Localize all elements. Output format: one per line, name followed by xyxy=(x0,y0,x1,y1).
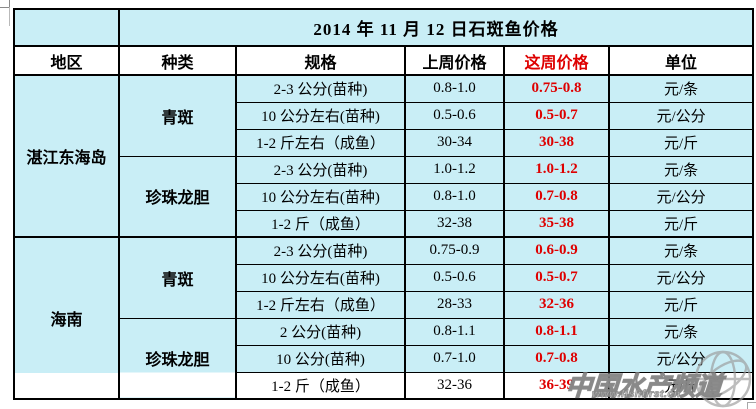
table-row: 海南 青斑 2-3 公分(苗种) 0.75-0.9 0.6-0.9 元/条 xyxy=(13,236,755,400)
this-week-price-cell: 0.7-0.8 xyxy=(503,344,610,373)
table-row: 1-2 斤（成鱼） 32-36 36-39 元/斤 xyxy=(14,371,755,400)
last-week-price-cell: 0.75-0.9 xyxy=(404,236,505,265)
unit-cell: 元/条 xyxy=(607,236,755,265)
unit-cell: 元/条 xyxy=(607,155,755,184)
title-row: 2014 年 11 月 12 日石斑鱼价格 xyxy=(13,8,755,47)
column-header-last-week: 上周价格 xyxy=(404,45,505,76)
table-row: 1-2 斤左右（成鱼） 28-33 32-36 元/斤 xyxy=(14,290,755,319)
corner-empty-cell xyxy=(13,8,120,47)
last-week-price-cell: 0.5-0.6 xyxy=(404,263,505,292)
column-header-species: 种类 xyxy=(118,45,237,76)
this-week-price-cell: 36-39 xyxy=(503,371,610,400)
table-header-row: 地区 种类 规格 上周价格 这周价格 单位 xyxy=(13,45,755,76)
unit-cell: 元/斤 xyxy=(607,128,755,157)
last-week-price-cell: 0.8-1.0 xyxy=(404,182,505,211)
spec-cell: 2 公分(苗种) xyxy=(235,317,406,346)
spec-cell: 1-2 斤（成鱼） xyxy=(235,371,406,400)
unit-cell: 元/斤 xyxy=(607,371,755,400)
table-row: 珍珠龙胆 2 公分(苗种) 0.8-1.1 0.8-1.1 元/条 xyxy=(14,317,755,400)
unit-cell: 元/公分 xyxy=(607,182,755,211)
species-cell: 珍珠龙胆 xyxy=(118,155,237,238)
unit-cell: 元/斤 xyxy=(607,290,755,319)
this-week-price-cell: 32-36 xyxy=(503,290,610,319)
spreadsheet-edge-line xyxy=(9,7,10,26)
this-week-price-cell: 0.8-1.1 xyxy=(503,317,610,346)
last-week-price-cell: 0.8-1.1 xyxy=(404,317,505,346)
this-week-price-cell: 0.5-0.7 xyxy=(503,263,610,292)
spec-cell: 2-3 公分(苗种) xyxy=(235,236,406,265)
unit-cell: 元/斤 xyxy=(607,209,755,238)
last-week-price-cell: 0.8-1.0 xyxy=(404,74,505,103)
column-header-spec: 规格 xyxy=(235,45,406,76)
bottom-right-corner-artifact xyxy=(747,402,748,409)
region-cell: 湛江东海岛 xyxy=(13,74,120,238)
spec-cell: 2-3 公分(苗种) xyxy=(235,155,406,184)
unit-cell: 元/公分 xyxy=(607,344,755,373)
last-week-price-cell: 32-36 xyxy=(404,371,505,400)
table-row: 10 公分左右(苗种) 0.5-0.6 0.5-0.7 元/公分 xyxy=(14,263,755,292)
table-row: 1-2 斤（成鱼） 32-38 35-38 元/斤 xyxy=(14,209,755,238)
last-week-price-cell: 30-34 xyxy=(404,128,505,157)
spec-cell: 2-3 公分(苗种) xyxy=(235,74,406,103)
spec-cell: 10 公分左右(苗种) xyxy=(235,263,406,292)
species-cell: 青斑 xyxy=(118,74,237,157)
last-week-price-cell: 32-38 xyxy=(404,209,505,238)
spec-cell: 10 公分左右(苗种) xyxy=(235,101,406,130)
this-week-price-cell: 0.7-0.8 xyxy=(503,182,610,211)
last-week-price-cell: 1.0-1.2 xyxy=(404,155,505,184)
species-cell: 珍珠龙胆 xyxy=(118,317,237,400)
spec-cell: 10 公分左右(苗种) xyxy=(235,182,406,211)
price-table: 2014 年 11 月 12 日石斑鱼价格 地区 种类 规格 上周价格 这周价格… xyxy=(13,8,755,400)
spec-cell: 1-2 斤左右（成鱼） xyxy=(235,290,406,319)
this-week-price-cell: 30-38 xyxy=(503,128,610,157)
column-header-unit: 单位 xyxy=(607,45,755,76)
unit-cell: 元/公分 xyxy=(607,101,755,130)
last-week-price-cell: 0.5-0.6 xyxy=(404,101,505,130)
spec-cell: 10 公分(苗种) xyxy=(235,344,406,373)
species-cell: 青斑 xyxy=(118,236,237,319)
column-header-this-week: 这周价格 xyxy=(503,45,610,76)
region-cell: 海南 xyxy=(13,236,120,400)
last-week-price-cell: 0.7-1.0 xyxy=(404,344,505,373)
this-week-price-cell: 0.5-0.7 xyxy=(503,101,610,130)
last-week-price-cell: 28-33 xyxy=(404,290,505,319)
column-header-region: 地区 xyxy=(13,45,120,76)
spec-cell: 1-2 斤（成鱼） xyxy=(235,209,406,238)
this-week-price-cell: 35-38 xyxy=(503,209,610,238)
unit-cell: 元/条 xyxy=(607,74,755,103)
spec-cell: 1-2 斤左右（成鱼） xyxy=(235,128,406,157)
table-row: 珍珠龙胆 2-3 公分(苗种) 1.0-1.2 1.0-1.2 元/条 xyxy=(14,155,755,238)
page-title: 2014 年 11 月 12 日石斑鱼价格 xyxy=(117,8,755,47)
spreadsheet-corner-artifact xyxy=(0,0,10,8)
bottom-right-corner-artifact xyxy=(747,402,756,403)
unit-cell: 元/公分 xyxy=(607,263,755,292)
unit-cell: 元/条 xyxy=(607,317,755,346)
this-week-price-cell: 0.75-0.8 xyxy=(503,74,610,103)
this-week-price-cell: 0.6-0.9 xyxy=(503,236,610,265)
this-week-price-cell: 1.0-1.2 xyxy=(503,155,610,184)
table-row: 湛江东海岛 青斑 2-3 公分(苗种) 0.8-1.0 0.75-0.8 元/条 xyxy=(13,74,755,238)
